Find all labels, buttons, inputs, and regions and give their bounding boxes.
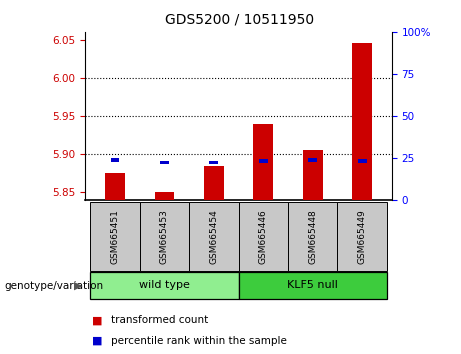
Bar	[288, 202, 337, 271]
Text: ■: ■	[92, 315, 103, 325]
Bar	[160, 161, 169, 165]
Text: transformed count: transformed count	[111, 315, 208, 325]
Text: GSM665449: GSM665449	[358, 209, 366, 264]
Bar	[140, 202, 189, 271]
Bar	[254, 124, 273, 200]
Text: GSM665448: GSM665448	[308, 209, 317, 264]
Bar	[90, 272, 239, 299]
Bar	[239, 272, 387, 299]
Text: GSM665454: GSM665454	[209, 209, 219, 264]
Text: ■: ■	[92, 336, 103, 346]
Text: wild type: wild type	[139, 280, 190, 290]
Bar	[189, 202, 239, 271]
Bar	[90, 202, 140, 271]
Bar	[303, 150, 323, 200]
Text: ▶: ▶	[74, 281, 82, 291]
Bar	[337, 202, 387, 271]
Bar	[204, 166, 224, 200]
Bar	[154, 192, 174, 200]
Bar	[308, 158, 317, 162]
Bar	[239, 202, 288, 271]
Text: GDS5200 / 10511950: GDS5200 / 10511950	[165, 12, 314, 27]
Bar	[105, 173, 125, 200]
Bar	[352, 43, 372, 200]
Text: GSM665446: GSM665446	[259, 209, 268, 264]
Bar	[259, 159, 268, 163]
Text: GSM665453: GSM665453	[160, 209, 169, 264]
Text: genotype/variation: genotype/variation	[5, 281, 104, 291]
Bar	[209, 161, 219, 165]
Bar	[358, 159, 366, 163]
Text: GSM665451: GSM665451	[111, 209, 119, 264]
Text: KLF5 null: KLF5 null	[287, 280, 338, 290]
Bar	[111, 158, 119, 162]
Text: percentile rank within the sample: percentile rank within the sample	[111, 336, 287, 346]
